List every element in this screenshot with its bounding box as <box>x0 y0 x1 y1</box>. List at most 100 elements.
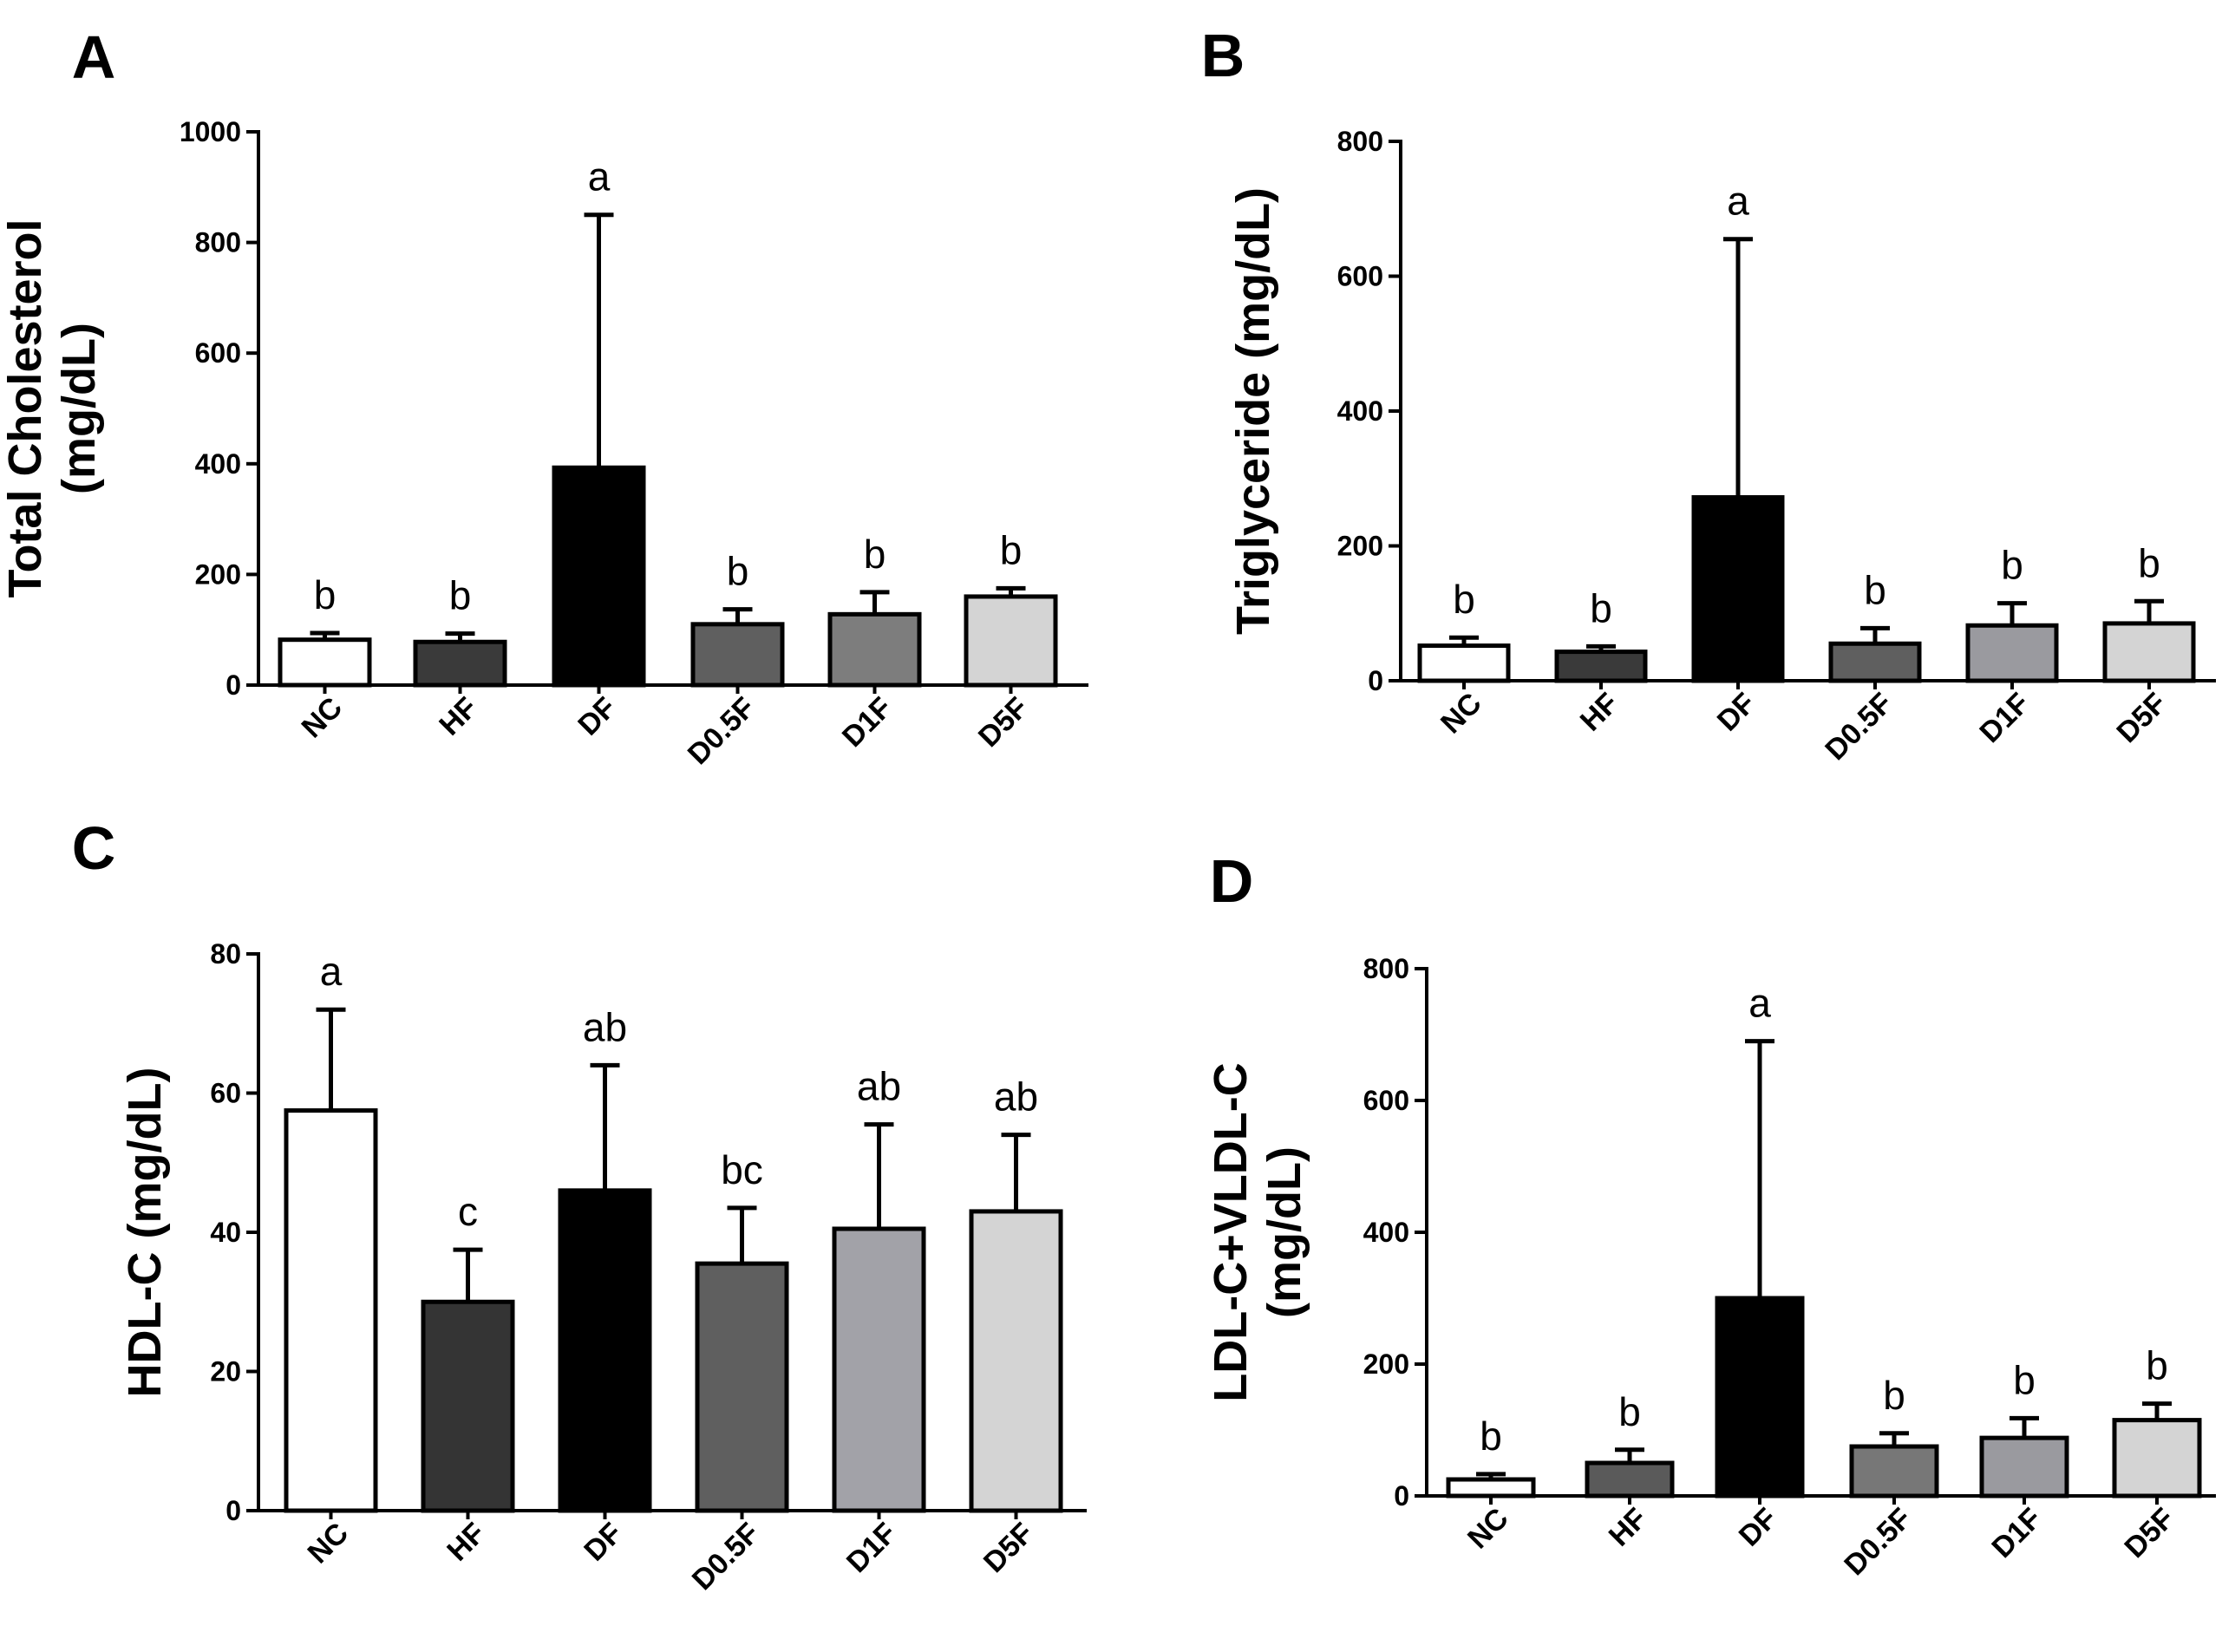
x-tick-label: D1F <box>836 691 899 754</box>
bar-df <box>558 1188 652 1513</box>
y-tick-label: 800 <box>1363 953 1409 984</box>
bar-d5f <box>2102 621 2196 683</box>
significance-label: b <box>2146 1343 2168 1388</box>
bar-d1f <box>827 611 922 688</box>
significance-label: b <box>1883 1373 1905 1418</box>
x-tick-label: D5F <box>972 691 1035 754</box>
x-tick-label: D0.5F <box>682 691 761 771</box>
significance-label: b <box>1000 527 1023 572</box>
bar-nc <box>1417 643 1511 683</box>
panel-letter: C <box>72 814 116 882</box>
x-tick-label: HF <box>1574 687 1625 738</box>
panel-letter: D <box>1210 847 1254 915</box>
bar-d1f <box>1965 623 2059 683</box>
bar-d1f <box>832 1226 926 1513</box>
panel-letter: B <box>1201 22 1245 89</box>
y-tick-label: 800 <box>1337 126 1383 157</box>
significance-label: b <box>864 532 886 577</box>
y-tick-label: 80 <box>210 938 241 970</box>
significance-label: b <box>1480 1414 1502 1459</box>
chart-panel-d: D LDL-C+VLDL-C(mg/dL) 0 200 400 600 800 b NC b HF a… <box>1205 847 2216 1582</box>
significance-label: ab <box>583 1004 627 1049</box>
bar-d0-5f <box>695 1261 789 1513</box>
bar-nc <box>284 1108 378 1513</box>
bar-d0-5f <box>1828 641 1922 683</box>
y-tick-label: 0 <box>225 1495 241 1526</box>
x-tick-label: D1F <box>1973 687 2036 749</box>
x-tick-label: HF <box>433 691 484 742</box>
bar-d1f <box>1979 1435 2069 1499</box>
significance-label: b <box>314 572 337 617</box>
significance-label: b <box>1453 577 1475 622</box>
chart-panel-a: A Total Cholesterol(mg/dL) 0 200 400 600 800 10… <box>0 23 1088 771</box>
x-tick-label: D0.5F <box>1819 687 1899 767</box>
x-tick-label: D5F <box>2110 687 2173 749</box>
y-tick-label: 20 <box>210 1356 241 1388</box>
y-tick-label: 1000 <box>180 116 241 147</box>
y-tick-label: 600 <box>1363 1085 1409 1116</box>
bar-hf <box>1554 650 1648 683</box>
y-tick-label: 400 <box>195 448 241 480</box>
y-tick-label: 0 <box>225 669 241 701</box>
x-tick-label: D5F <box>2118 1502 2180 1564</box>
x-tick-label: NC <box>296 691 350 745</box>
bar-df <box>1691 495 1785 683</box>
bar-df <box>552 465 646 688</box>
x-tick-label: HF <box>441 1517 492 1568</box>
bar-df <box>1715 1296 1805 1499</box>
bar-d0-5f <box>1849 1444 1939 1499</box>
bar-nc <box>278 637 372 688</box>
chart-panel-b: B Triglyceride (mg/dL) 0 200 400 600 800 b NC b HF… <box>1201 22 2216 767</box>
significance-label: b <box>2013 1357 2036 1402</box>
significance-label: b <box>2138 540 2160 585</box>
significance-label: b <box>2001 543 2023 588</box>
significance-label: a <box>1727 179 1749 224</box>
bar-nc <box>1446 1477 1536 1499</box>
x-tick-label: D5F <box>977 1517 1040 1579</box>
significance-label: b <box>1590 585 1612 630</box>
x-tick-label: NC <box>1461 1502 1515 1556</box>
significance-label: b <box>727 549 749 594</box>
bar-hf <box>1585 1460 1675 1499</box>
significance-label: b <box>1864 567 1886 612</box>
significance-label: ab <box>857 1064 901 1109</box>
significance-label: bc <box>721 1147 763 1192</box>
y-tick-label: 0 <box>1368 665 1383 696</box>
y-axis-label: LDL-C+VLDL-C(mg/dL) <box>1205 1062 1310 1401</box>
y-tick-label: 600 <box>1337 261 1383 292</box>
x-tick-label: D1F <box>840 1517 903 1579</box>
y-tick-label: 0 <box>1394 1480 1409 1512</box>
x-tick-label: D1F <box>1985 1502 2048 1564</box>
significance-label: c <box>458 1189 478 1234</box>
significance-label: a <box>320 949 343 994</box>
y-tick-label: 400 <box>1363 1217 1409 1248</box>
y-tick-label: 400 <box>1337 395 1383 427</box>
significance-label: ab <box>994 1074 1038 1120</box>
bar-d5f <box>969 1209 1063 1513</box>
x-tick-label: D0.5F <box>686 1517 766 1596</box>
x-tick-label: NC <box>302 1517 356 1570</box>
y-tick-label: 200 <box>1337 531 1383 562</box>
significance-label: a <box>1748 981 1771 1026</box>
x-tick-label: D0.5F <box>1838 1502 1918 1582</box>
y-tick-label: 40 <box>210 1217 241 1248</box>
x-tick-label: HF <box>1603 1502 1654 1553</box>
bar-hf <box>421 1299 515 1513</box>
y-tick-label: 60 <box>210 1078 241 1109</box>
bar-hf <box>413 639 507 688</box>
x-tick-label: DF <box>578 1517 629 1568</box>
y-tick-label: 200 <box>1363 1348 1409 1380</box>
significance-label: b <box>449 573 472 618</box>
bar-d5f <box>964 594 1058 688</box>
y-axis-label: Triglyceride (mg/dL) <box>1227 187 1279 635</box>
y-axis-label: HDL-C (mg/dL) <box>119 1068 171 1398</box>
bar-d5f <box>2112 1418 2202 1499</box>
significance-label: a <box>588 154 611 199</box>
y-tick-label: 200 <box>195 558 241 590</box>
x-tick-label: DF <box>1733 1502 1784 1553</box>
chart-panel-c: C HDL-C (mg/dL) 0 20 40 60 80 a NC c HF ab DF bc D0.5F… <box>72 814 1087 1596</box>
x-tick-label: DF <box>572 691 623 742</box>
bar-d0-5f <box>690 622 785 688</box>
y-axis-label: Total Cholesterol(mg/dL) <box>0 219 105 597</box>
